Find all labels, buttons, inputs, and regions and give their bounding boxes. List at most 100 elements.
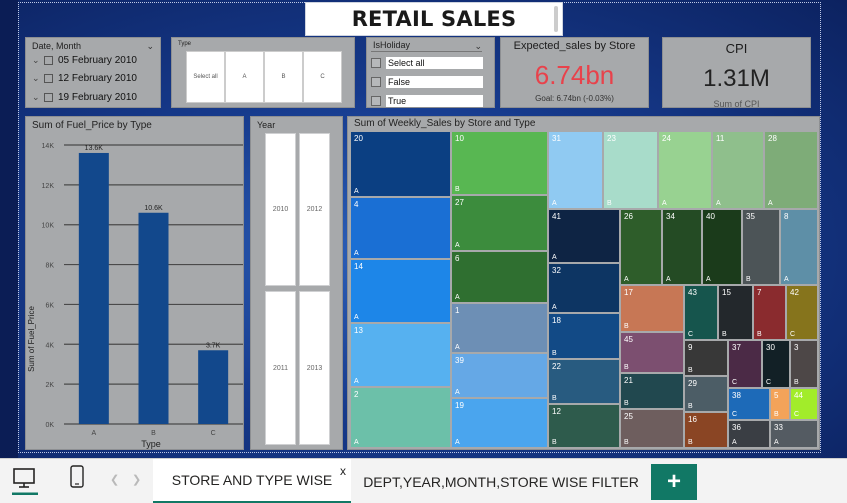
treemap-cell-store-23[interactable]: 23 B bbox=[603, 131, 658, 209]
chevron-down-icon[interactable]: ⌄ bbox=[32, 55, 40, 65]
checkbox[interactable] bbox=[44, 74, 53, 83]
chevron-left-icon[interactable]: ❮ bbox=[110, 474, 120, 486]
checkbox[interactable] bbox=[44, 56, 53, 65]
x-tick-label: B bbox=[151, 430, 156, 437]
treemap-cell-store-21[interactable]: 21 B bbox=[620, 373, 684, 409]
phone-icon[interactable] bbox=[70, 465, 84, 489]
chevron-down-icon[interactable]: ⌄ bbox=[32, 92, 40, 102]
type-tile-c[interactable]: C bbox=[303, 51, 342, 103]
treemap-cell-store-22[interactable]: 22 B bbox=[548, 359, 620, 404]
treemap-cell-store-35[interactable]: 35 B bbox=[742, 209, 780, 285]
treemap-cell-store-32[interactable]: 32 A bbox=[548, 263, 620, 313]
fuel-price-chart: Sum of Fuel_Price by Type Sum of Fuel_Pr… bbox=[25, 116, 244, 450]
type-label: A bbox=[666, 276, 671, 283]
year-tile-2013[interactable]: 2013 bbox=[299, 291, 330, 445]
type-tile-select-all[interactable]: Select all bbox=[186, 51, 225, 103]
treemap-area: 20 A 4 A 14 A 13 A 2 A 10 B 27 A 6 A 1 A 39 A 19 A 31 A 23 B 24 A 11… bbox=[350, 131, 818, 448]
holiday-option[interactable]: True bbox=[371, 94, 483, 108]
treemap-cell-store-36[interactable]: 36 A bbox=[728, 420, 770, 448]
checkbox[interactable] bbox=[44, 93, 53, 102]
treemap-cell-store-12[interactable]: 12 B bbox=[548, 404, 620, 448]
date-item[interactable]: ⌄ 19 February 2010 bbox=[32, 92, 137, 103]
treemap-cell-store-28[interactable]: 28 A bbox=[764, 131, 818, 209]
type-tile-b[interactable]: B bbox=[264, 51, 303, 103]
y-tick-label: 14K bbox=[42, 143, 55, 150]
tab-store-and-type-wise[interactable]: STORE AND TYPE WISE bbox=[153, 459, 351, 503]
treemap-cell-store-44[interactable]: 44 C bbox=[790, 388, 818, 420]
treemap-cell-store-18[interactable]: 18 B bbox=[548, 313, 620, 359]
treemap-cell-store-25[interactable]: 25 B bbox=[620, 409, 684, 448]
treemap-cell-store-26[interactable]: 26 A bbox=[620, 209, 662, 285]
year-tile-2011[interactable]: 2011 bbox=[265, 291, 296, 445]
treemap-cell-store-45[interactable]: 45 B bbox=[620, 332, 684, 373]
treemap-cell-store-19[interactable]: 19 A bbox=[451, 398, 548, 448]
holiday-slicer-title: IsHoliday bbox=[373, 40, 411, 50]
chevron-right-icon[interactable]: ❯ bbox=[132, 474, 142, 486]
tab-label: STORE AND TYPE WISE bbox=[171, 472, 333, 488]
tab-dept-filter[interactable]: DEPT,YEAR,MONTH,STORE WISE FILTER bbox=[360, 459, 642, 503]
store-label: 25 bbox=[624, 412, 633, 421]
store-label: 14 bbox=[354, 262, 363, 271]
treemap-cell-store-42[interactable]: 42 C bbox=[786, 285, 818, 340]
treemap-cell-store-11[interactable]: 11 A bbox=[712, 131, 764, 209]
treemap-cell-store-14[interactable]: 14 A bbox=[350, 259, 451, 323]
store-label: 30 bbox=[766, 343, 775, 352]
checkbox[interactable] bbox=[371, 96, 381, 106]
store-label: 32 bbox=[552, 266, 561, 275]
chevron-down-icon[interactable]: ⌄ bbox=[32, 73, 40, 83]
treemap-cell-store-30[interactable]: 30 C bbox=[762, 340, 790, 388]
store-label: 19 bbox=[455, 401, 464, 410]
store-label: 22 bbox=[552, 362, 561, 371]
type-label: A bbox=[716, 200, 721, 207]
close-icon[interactable]: x bbox=[340, 464, 346, 478]
treemap-cell-store-34[interactable]: 34 A bbox=[662, 209, 702, 285]
holiday-option[interactable]: False bbox=[371, 75, 483, 89]
treemap-cell-store-38[interactable]: 38 C bbox=[728, 388, 770, 420]
treemap-cell-store-40[interactable]: 40 A bbox=[702, 209, 742, 285]
bar-a[interactable] bbox=[78, 152, 109, 424]
year-tile-2010[interactable]: 2010 bbox=[265, 133, 296, 286]
add-page-button[interactable]: + bbox=[651, 464, 697, 500]
treemap-cell-store-20[interactable]: 20 A bbox=[350, 131, 451, 197]
bar-c[interactable] bbox=[198, 350, 229, 424]
treemap-cell-store-24[interactable]: 24 A bbox=[658, 131, 712, 209]
treemap-cell-store-29[interactable]: 29 B bbox=[684, 376, 728, 412]
treemap-cell-store-43[interactable]: 43 C bbox=[684, 285, 718, 340]
treemap-cell-store-39[interactable]: 39 A bbox=[451, 353, 548, 398]
chevron-down-icon[interactable]: ⌄ bbox=[146, 41, 154, 51]
type-label: A bbox=[768, 200, 773, 207]
date-item[interactable]: ⌄ 05 February 2010 bbox=[32, 55, 137, 66]
treemap-cell-store-27[interactable]: 27 A bbox=[451, 195, 548, 251]
bar-b[interactable] bbox=[138, 212, 169, 424]
holiday-option[interactable]: Select all bbox=[371, 56, 483, 70]
treemap-cell-store-33[interactable]: 33 A bbox=[770, 420, 818, 448]
treemap-cell-store-31[interactable]: 31 A bbox=[548, 131, 603, 209]
date-item[interactable]: ⌄ 12 February 2010 bbox=[32, 73, 137, 84]
chevron-down-icon[interactable]: ⌄ bbox=[474, 41, 482, 51]
checkbox[interactable] bbox=[371, 77, 381, 87]
type-tile-a[interactable]: A bbox=[225, 51, 264, 103]
store-label: 34 bbox=[666, 212, 675, 221]
year-tile-2012[interactable]: 2012 bbox=[299, 133, 330, 286]
checkbox[interactable] bbox=[371, 58, 381, 68]
treemap-cell-store-10[interactable]: 10 B bbox=[451, 131, 548, 195]
treemap-cell-store-13[interactable]: 13 A bbox=[350, 323, 451, 387]
treemap-cell-store-37[interactable]: 37 C bbox=[728, 340, 762, 388]
treemap-cell-store-16[interactable]: 16 B bbox=[684, 412, 728, 448]
store-label: 6 bbox=[455, 254, 460, 263]
treemap-cell-store-15[interactable]: 15 B bbox=[718, 285, 753, 340]
type-label: A bbox=[455, 439, 460, 446]
title-scrollbar[interactable] bbox=[554, 6, 558, 32]
treemap-cell-store-41[interactable]: 41 A bbox=[548, 209, 620, 263]
desktop-icon[interactable] bbox=[12, 467, 38, 495]
treemap-cell-store-17[interactable]: 17 B bbox=[620, 285, 684, 332]
